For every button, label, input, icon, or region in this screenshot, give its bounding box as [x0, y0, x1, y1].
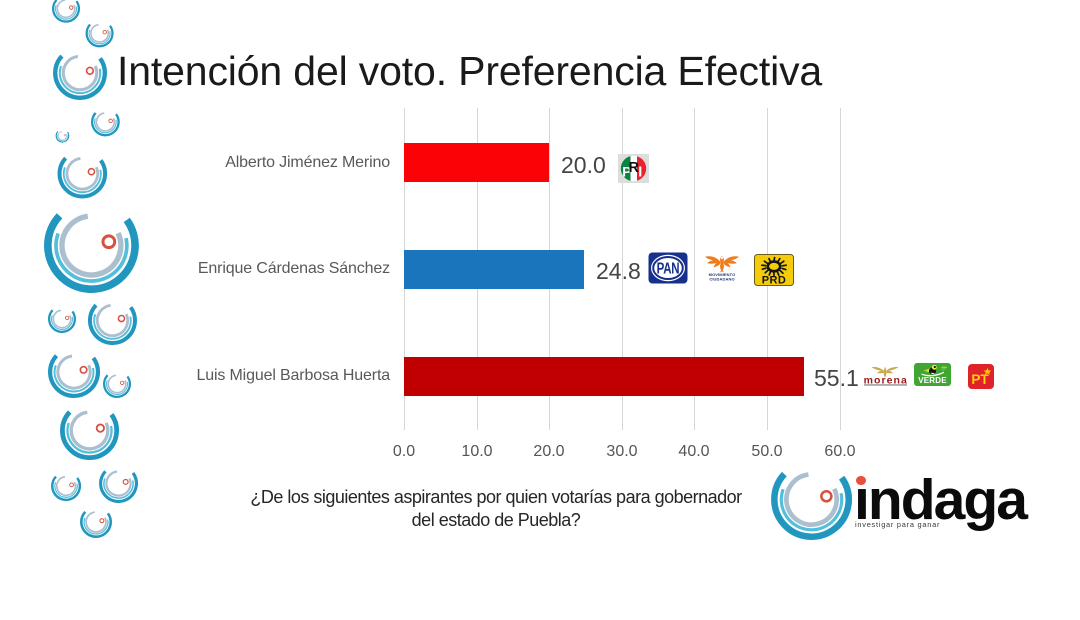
svg-text:R: R [629, 160, 640, 176]
svg-text:P: P [622, 165, 631, 180]
svg-text:PRD: PRD [762, 275, 786, 287]
svg-text:morena: morena [864, 375, 908, 387]
svg-text:VERDE: VERDE [918, 376, 947, 385]
svg-text:PT: PT [971, 372, 989, 387]
svg-text:I: I [638, 165, 642, 181]
svg-text:PAN: PAN [657, 259, 680, 277]
svg-text:CIUDADANO: CIUDADANO [709, 276, 734, 281]
svg-text:MOVIMIENTO: MOVIMIENTO [709, 272, 736, 277]
